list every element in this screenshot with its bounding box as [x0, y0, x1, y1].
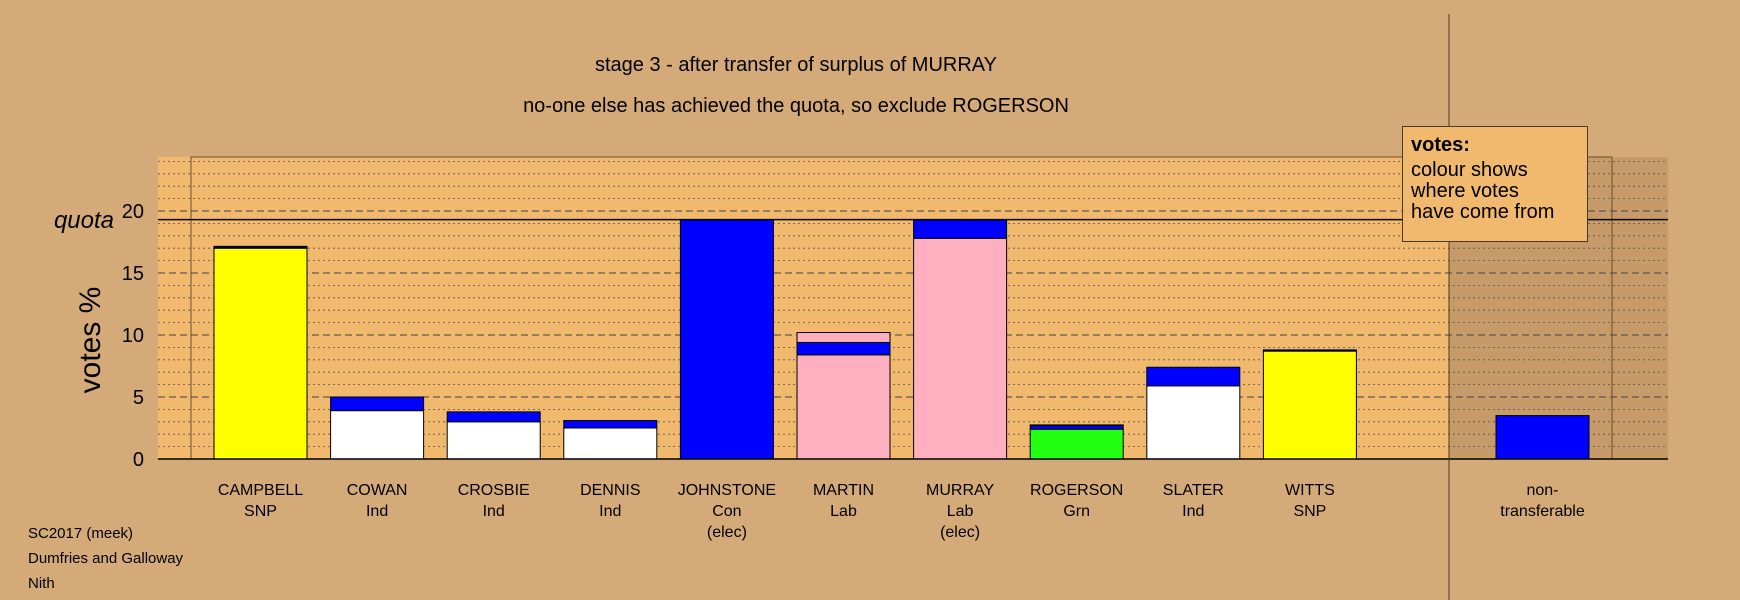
candidate-party-label: Lab [947, 503, 974, 520]
candidate-name-label: WITTS [1285, 482, 1335, 499]
bar-segment [913, 237, 1008, 460]
footer-council: Dumfries and Galloway [28, 550, 184, 567]
candidate-name-label: COWAN [347, 482, 408, 499]
bar-segment [1146, 385, 1241, 460]
candidate-party-label: Ind [366, 503, 388, 520]
candidate-name-label: MURRAY [926, 482, 994, 499]
bar-segment [213, 247, 308, 460]
bar-segment [796, 341, 891, 356]
y-tick-label: 0 [133, 449, 144, 471]
legend-title: votes: [1411, 134, 1470, 156]
bar-segment [446, 421, 541, 460]
bar-segment [330, 396, 425, 412]
bar-segment [1262, 350, 1357, 460]
bar-segment [1262, 349, 1357, 352]
candidate-party-label: Lab [830, 503, 857, 520]
candidate-party-label: Con [712, 503, 741, 520]
y-tick-label: 15 [122, 263, 144, 285]
legend-box: votes: colour shows where votes have com… [1402, 126, 1588, 242]
legend-line: colour shows [1411, 159, 1528, 181]
y-tick-label: 10 [122, 325, 144, 347]
chart-title: stage 3 - after transfer of surplus of M… [595, 54, 997, 76]
bar-segment [446, 411, 541, 423]
bar-segment [563, 427, 658, 460]
bar-segment [679, 219, 774, 460]
footer-ward: Nith [28, 575, 55, 592]
candidate-party-label: Ind [1182, 503, 1204, 520]
bar-segment [913, 219, 1008, 239]
candidate-party-label: Ind [483, 503, 505, 520]
candidate-party-label: Grn [1063, 503, 1090, 520]
bar-segment [1029, 424, 1124, 427]
nontransferable-label: transferable [1500, 503, 1585, 520]
bar-segment [1029, 428, 1124, 460]
legend-line: where votes [1411, 180, 1519, 202]
legend-line: have come from [1411, 201, 1555, 223]
candidate-name-label: SLATER [1163, 482, 1224, 499]
candidate-name-label: MARTIN [813, 482, 874, 499]
candidate-name-label: DENNIS [580, 482, 640, 499]
candidate-name-label: CAMPBELL [218, 482, 303, 499]
bar-segment [1029, 425, 1124, 430]
bar-segment [563, 420, 658, 429]
y-axis-label: votes % [74, 287, 107, 394]
candidate-name-label: ROGERSON [1030, 482, 1123, 499]
bar-segment [213, 245, 308, 248]
footer-election: SC2017 (meek) [28, 525, 134, 542]
candidate-party-label: Ind [599, 503, 621, 520]
candidate-party-label: SNP [1293, 503, 1326, 520]
y-tick-label: 5 [133, 387, 144, 409]
candidate-name-label: CROSBIE [458, 482, 530, 499]
candidate-name-label: JOHNSTONE [678, 482, 776, 499]
nontransferable-label: non- [1526, 482, 1558, 499]
chart-subtitle: no-one else has achieved the quota, so e… [523, 95, 1069, 117]
candidate-status-label: (elec) [940, 524, 980, 541]
quota-label: quota [54, 207, 114, 234]
bar-segment [796, 332, 891, 343]
y-tick-label: 20 [122, 201, 144, 223]
bar-segment [796, 354, 891, 460]
bar-segment [330, 410, 425, 460]
bar-segment [1146, 366, 1241, 387]
candidate-party-label: SNP [244, 503, 277, 520]
candidate-status-label: (elec) [707, 524, 747, 541]
nontransferable-bar-segment [1495, 415, 1590, 460]
